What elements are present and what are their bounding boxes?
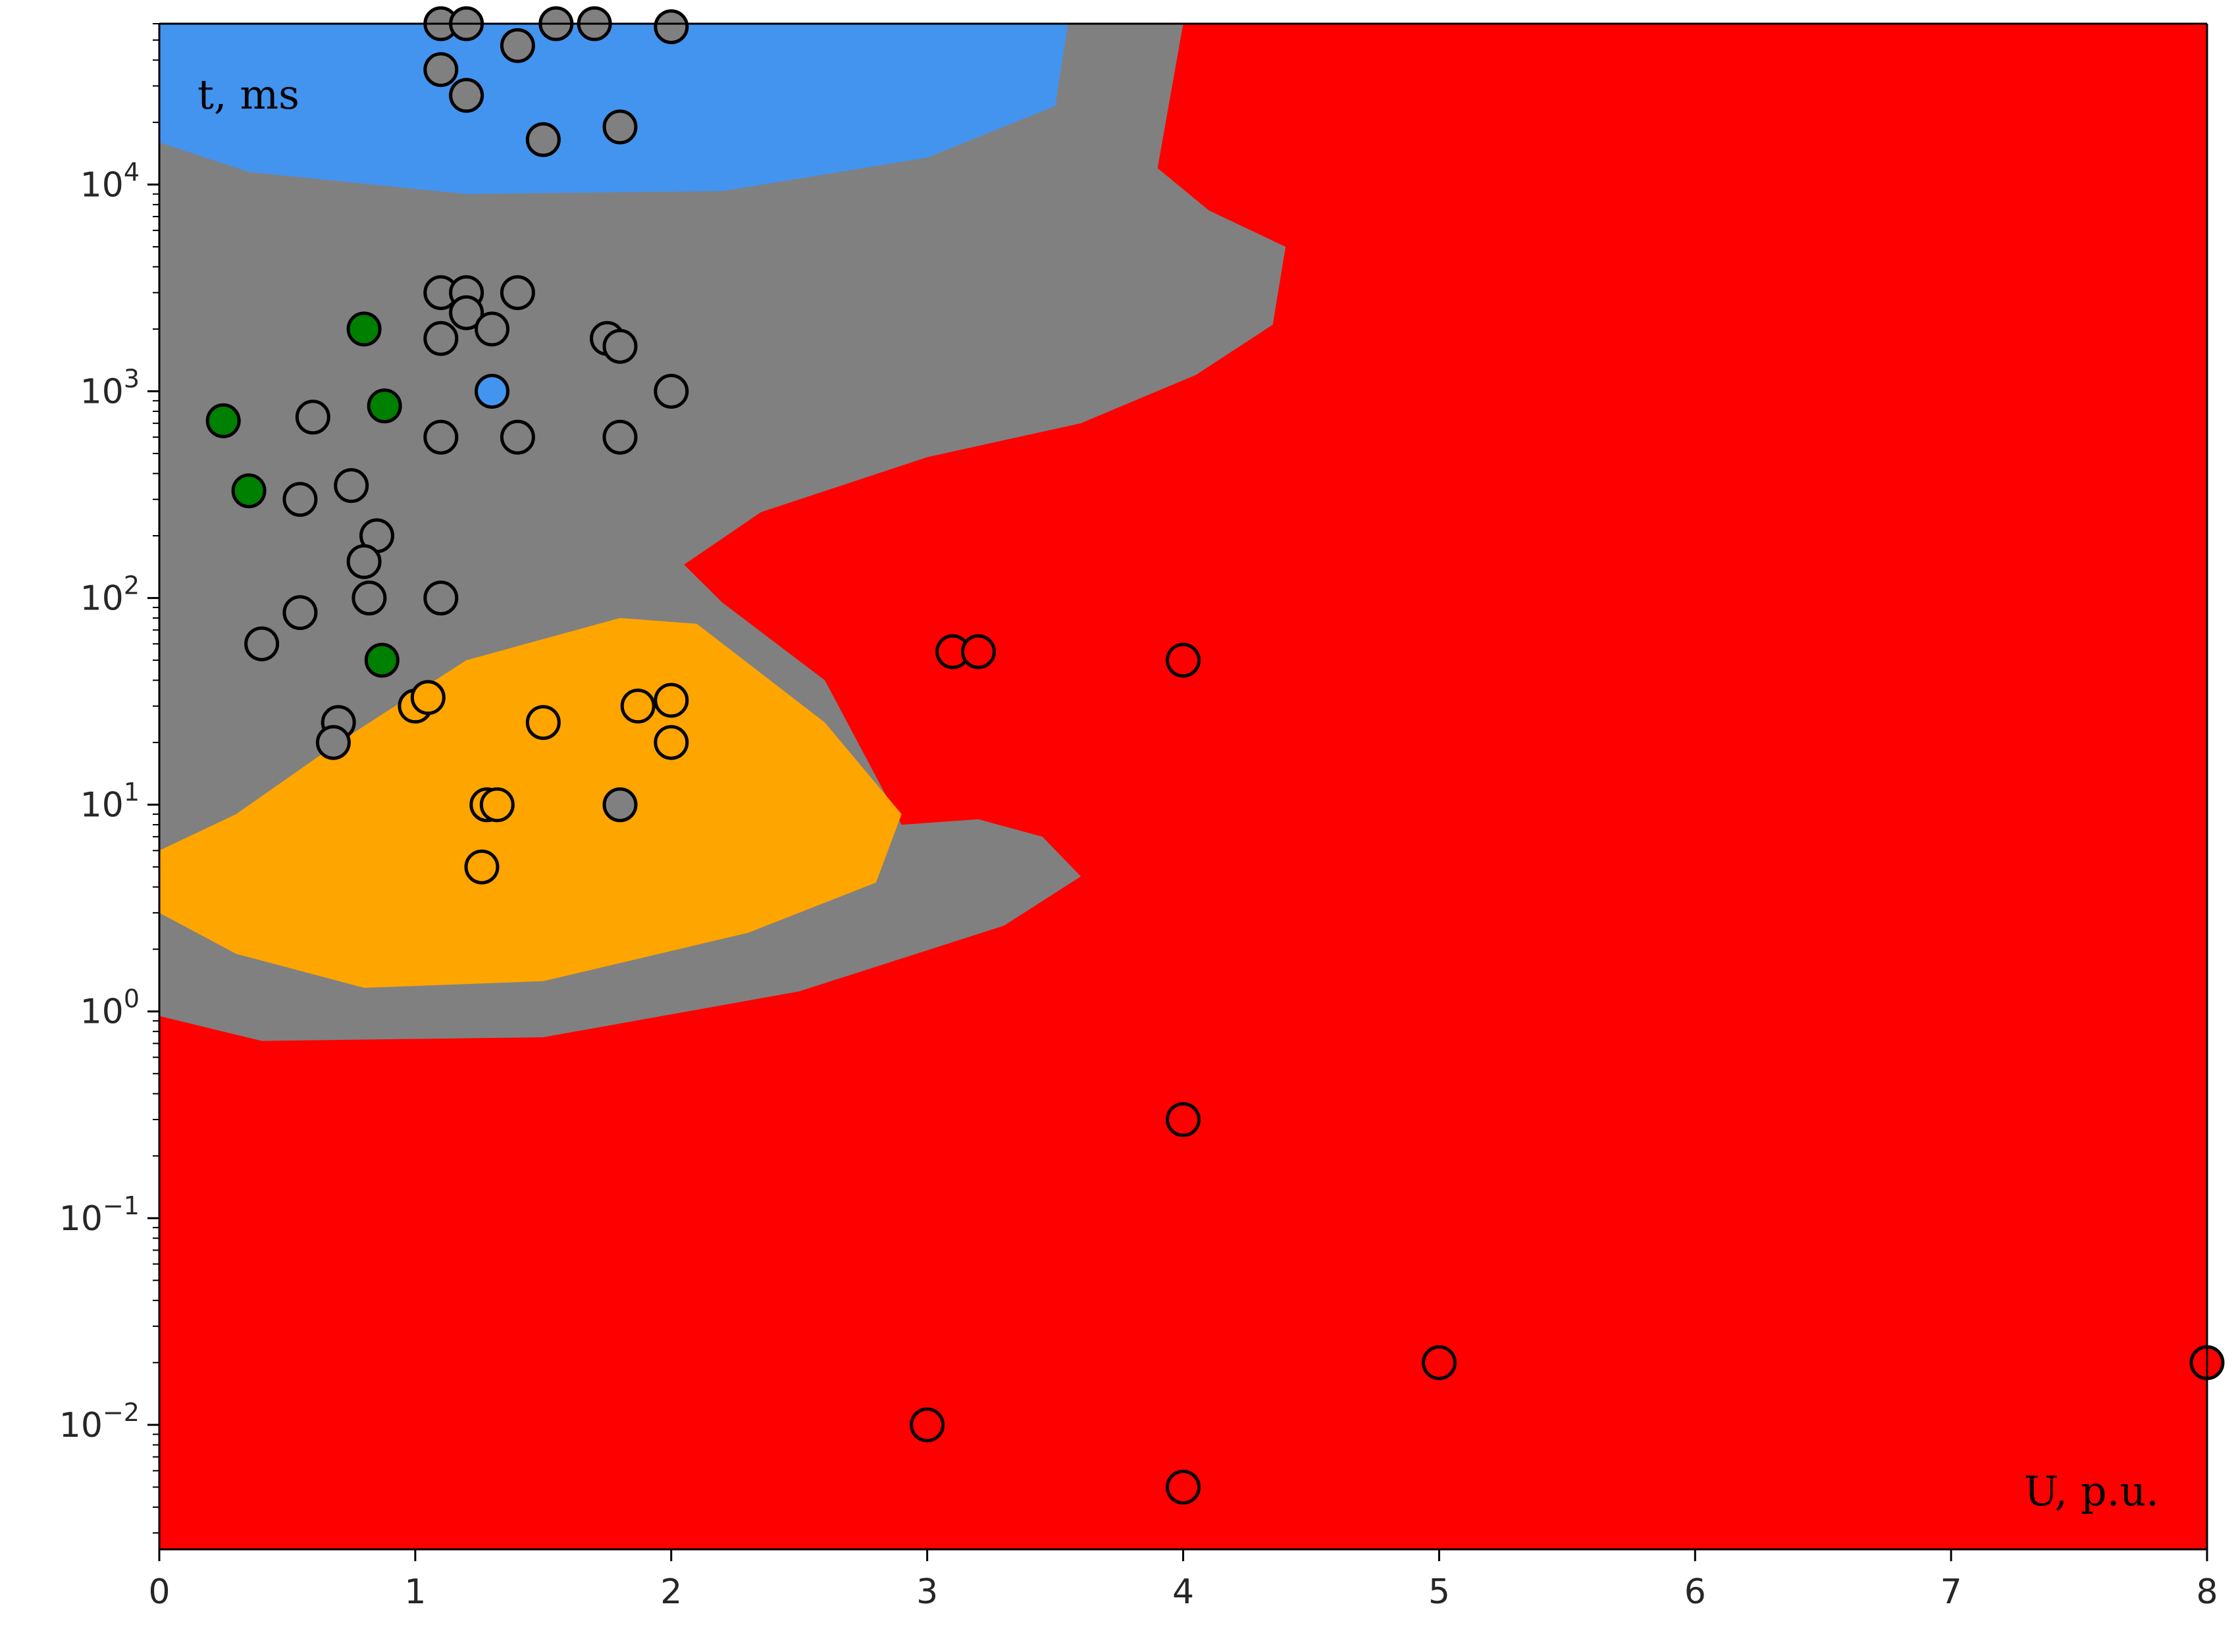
decision-regions <box>159 24 2207 1549</box>
data-point-orange <box>464 849 500 885</box>
x-tick-label: 1 <box>404 1572 426 1612</box>
data-point-gray <box>475 311 509 347</box>
data-point-gray <box>500 275 535 311</box>
data-point-gray <box>500 28 535 63</box>
data-point-gray <box>602 787 638 823</box>
region-orange <box>159 618 902 988</box>
x-axis-ticks: 0 1 2 3 4 5 6 7 8 <box>148 1549 2218 1612</box>
data-point-orange <box>410 680 446 715</box>
x-tick-label: 6 <box>1684 1572 1706 1612</box>
x-tick-label: 5 <box>1428 1572 1450 1612</box>
data-point-gray <box>346 544 382 579</box>
y-tick-label: 10−2 <box>59 1398 140 1445</box>
y-axis-label: t, ms <box>197 70 299 118</box>
data-points <box>205 6 2225 1505</box>
data-point-gray <box>244 626 280 661</box>
y-tick-label: 10−1 <box>59 1191 140 1239</box>
data-point-gray <box>282 595 318 631</box>
data-point-red <box>1421 1345 1457 1380</box>
y-axis-ticks: 10−2 10−1 100 101 102 103 104 <box>59 23 159 1534</box>
data-point-green <box>205 403 241 438</box>
data-point-gray <box>295 400 330 435</box>
data-point-gray <box>500 419 535 455</box>
data-point-gray <box>602 328 638 364</box>
data-point-gray <box>423 321 459 356</box>
data-point-gray <box>525 122 561 157</box>
x-tick-label: 8 <box>2196 1572 2218 1612</box>
data-point-gray <box>654 374 689 409</box>
data-point-green <box>231 473 267 509</box>
data-point-gray <box>315 725 351 760</box>
data-point-blue <box>475 374 509 409</box>
x-tick-label: 2 <box>660 1572 682 1612</box>
data-point-gray <box>602 109 638 145</box>
data-point-gray <box>654 9 689 45</box>
data-point-gray <box>449 295 484 330</box>
data-point-orange <box>620 688 656 724</box>
x-tick-label: 4 <box>1172 1572 1194 1612</box>
y-tick-label: 103 <box>80 364 140 411</box>
data-point-green <box>346 311 382 347</box>
x-tick-label: 3 <box>916 1572 938 1612</box>
x-tick-label: 7 <box>1940 1572 1962 1612</box>
y-tick-label: 104 <box>80 157 140 205</box>
data-point-gray <box>449 78 484 113</box>
data-point-orange <box>654 683 689 718</box>
x-axis-label: U, p.u. <box>2024 1467 2159 1515</box>
data-point-gray <box>351 581 387 616</box>
data-point-gray <box>334 468 369 503</box>
region-blue <box>159 24 1068 194</box>
data-point-orange <box>654 725 689 760</box>
data-point-red <box>1166 1470 1201 1505</box>
y-tick-label: 101 <box>80 778 140 825</box>
data-point-green <box>367 388 402 424</box>
data-point-red <box>1166 1102 1201 1137</box>
data-point-gray <box>423 52 459 88</box>
y-tick-label: 102 <box>80 571 140 619</box>
y-tick-label: 100 <box>80 985 140 1032</box>
x-tick-label: 0 <box>148 1572 170 1612</box>
data-point-gray <box>423 581 459 616</box>
data-point-orange <box>479 787 515 823</box>
data-point-gray <box>282 482 318 517</box>
data-point-red <box>960 634 996 669</box>
data-point-red <box>910 1407 945 1443</box>
data-point-gray <box>423 419 459 455</box>
data-point-orange <box>525 705 561 740</box>
data-point-red <box>1166 642 1201 678</box>
data-point-green <box>364 642 400 678</box>
data-point-gray <box>602 419 638 455</box>
